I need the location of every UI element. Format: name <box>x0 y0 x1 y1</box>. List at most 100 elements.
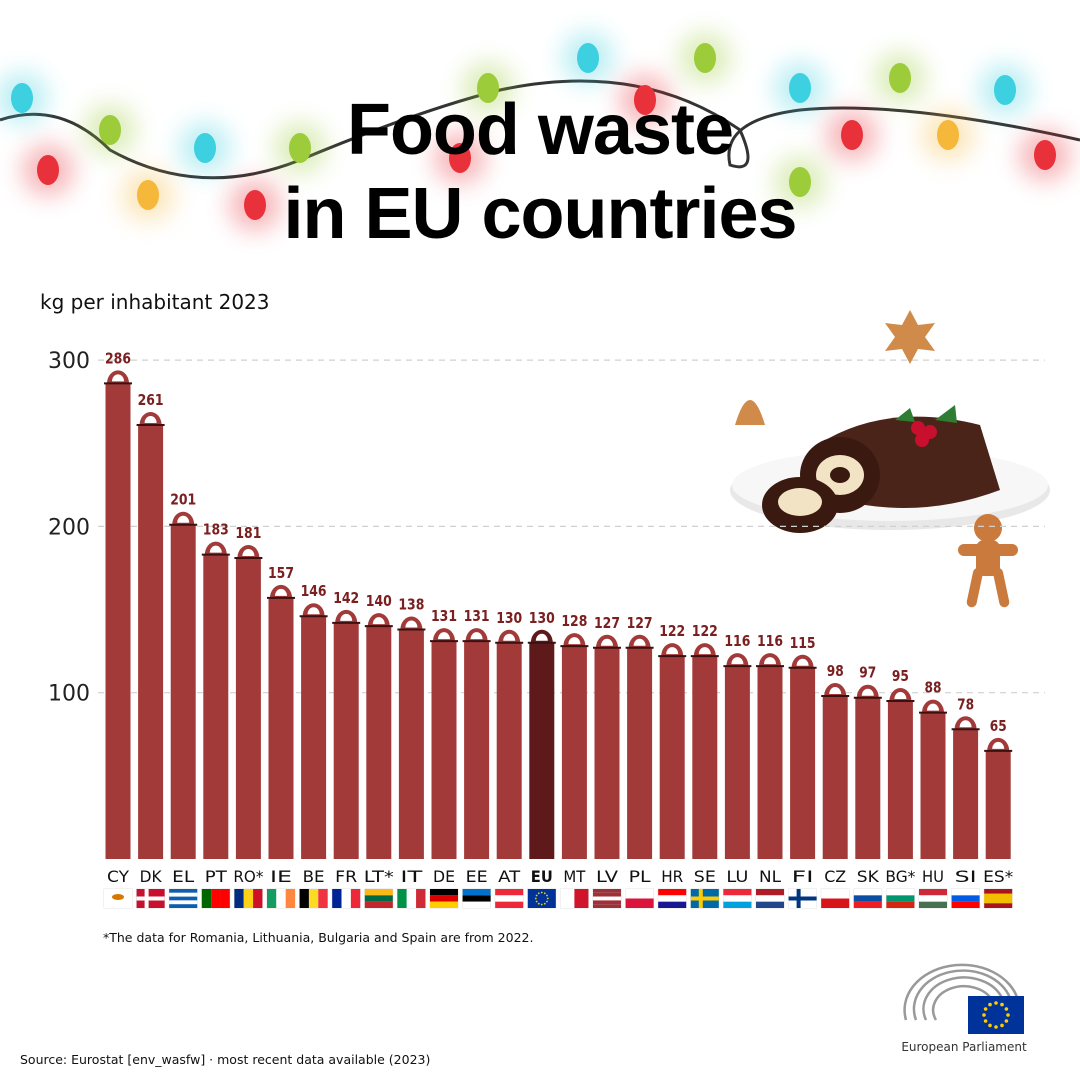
bar <box>464 641 490 859</box>
european-parliament-logo: European Parliament <box>898 960 1030 1060</box>
light-bulb-icon <box>826 109 878 161</box>
flag-icon <box>396 888 426 909</box>
value-label: 115 <box>790 634 816 652</box>
bar <box>398 629 424 859</box>
bar <box>757 666 783 859</box>
bar-ro: 181 RO* <box>233 524 263 886</box>
bar-cy: 286 CY <box>104 349 132 886</box>
light-bulb-icon <box>122 169 174 221</box>
light-bulb-icon <box>274 122 326 174</box>
x-tick-label: DE <box>433 867 455 886</box>
bar-pt: 183 PT <box>201 521 230 886</box>
footnote: *The data for Romania, Lithuania, Bulgar… <box>103 930 534 945</box>
bar <box>561 646 587 859</box>
y-tick-label: 100 <box>48 682 90 707</box>
bar-fi: 115 FI <box>788 634 817 886</box>
x-tick-label: IT <box>400 867 422 886</box>
flag-icon <box>364 888 394 909</box>
bar-ee: 131 EE <box>462 607 491 886</box>
value-label: 127 <box>627 614 653 632</box>
bar-lv: 127 LV <box>593 614 621 886</box>
x-tick-label: EL <box>172 867 194 886</box>
bar-nl: 116 NL <box>756 632 784 886</box>
x-tick-label: EU <box>531 867 553 886</box>
value-label: 128 <box>561 612 587 630</box>
x-tick-label: EE <box>466 867 488 886</box>
flag-icon <box>168 888 198 909</box>
x-tick-label: AT <box>498 867 520 886</box>
x-tick-label: IE <box>270 867 292 886</box>
value-label: 131 <box>431 607 457 625</box>
light-bulb-icon <box>0 72 48 124</box>
value-label: 183 <box>203 521 229 539</box>
value-label: 157 <box>268 564 294 582</box>
light-bulb-icon <box>619 74 671 126</box>
flag-icon <box>560 888 589 909</box>
light-bulb-icon <box>679 32 731 84</box>
title-line-2: in EU countries <box>283 174 797 254</box>
x-tick-label: SI <box>955 867 977 886</box>
bar <box>724 666 750 859</box>
bar-cap-hole <box>242 548 255 556</box>
bar-cap-hole <box>764 657 776 665</box>
bar <box>366 626 392 859</box>
y-tick-label: 300 <box>48 349 90 374</box>
value-label: 116 <box>724 632 750 650</box>
value-label: 65 <box>990 717 1007 735</box>
x-tick-label: CZ <box>824 867 846 886</box>
bar-ie: 157 IE <box>267 564 295 886</box>
bar-cap-hole <box>894 692 907 700</box>
flag-icon <box>853 888 883 909</box>
bar <box>170 524 196 859</box>
value-label: 116 <box>757 632 783 650</box>
x-tick-label: FI <box>792 867 814 886</box>
light-bulb-icon <box>979 64 1031 116</box>
value-label: 181 <box>235 524 261 542</box>
value-label: 261 <box>138 391 164 409</box>
bar-cap-hole <box>177 515 190 523</box>
bar-cap-hole <box>307 607 320 615</box>
bar <box>855 697 881 859</box>
light-bulb-icon <box>179 122 231 174</box>
bar-chart: 100 200 300 286 CY 261 DK 201 EL 183 PT 181 RO* 157 IE… <box>48 349 1045 909</box>
flag-icon <box>723 888 752 909</box>
bar-sk: 97 SK <box>853 664 882 886</box>
bar <box>953 729 979 859</box>
value-label: 142 <box>333 589 359 607</box>
x-tick-label: DK <box>140 867 162 886</box>
flag-icon <box>331 888 361 909</box>
bar <box>887 701 913 859</box>
value-label: 138 <box>398 596 424 614</box>
value-label: 122 <box>692 622 718 640</box>
bar-cap-hole <box>340 613 353 621</box>
light-bulb-icon <box>462 62 514 114</box>
x-tick-label: SE <box>694 867 716 886</box>
bar-cap-hole <box>112 374 124 382</box>
value-label: 130 <box>496 609 522 627</box>
light-bulb-icon <box>774 62 826 114</box>
bar-es: 65 ES* <box>983 717 1013 886</box>
bar <box>301 616 327 859</box>
bar-cap-hole <box>633 638 646 646</box>
bar <box>496 642 522 859</box>
x-tick-label: NL <box>759 867 781 886</box>
bar-cap-hole <box>470 632 483 640</box>
x-tick-label: PL <box>629 867 651 886</box>
light-bulb-icon <box>84 104 136 156</box>
light-bulb-icon <box>22 144 74 196</box>
value-label: 131 <box>464 607 490 625</box>
bar <box>920 712 946 859</box>
bar-cap-hole <box>209 545 222 553</box>
bar-pl: 127 PL <box>625 614 654 886</box>
bar <box>985 750 1011 859</box>
bar <box>529 642 555 859</box>
bar-cz: 98 CZ <box>821 662 850 886</box>
x-tick-label: PT <box>205 867 227 886</box>
x-tick-label: HU <box>922 867 944 886</box>
bar-cap-hole <box>275 588 287 596</box>
bar-cap-hole <box>829 687 842 695</box>
bar-se: 122 SE <box>690 622 719 886</box>
christmas-lights-decoration <box>0 32 1080 231</box>
x-tick-label: ES* <box>983 867 1013 886</box>
